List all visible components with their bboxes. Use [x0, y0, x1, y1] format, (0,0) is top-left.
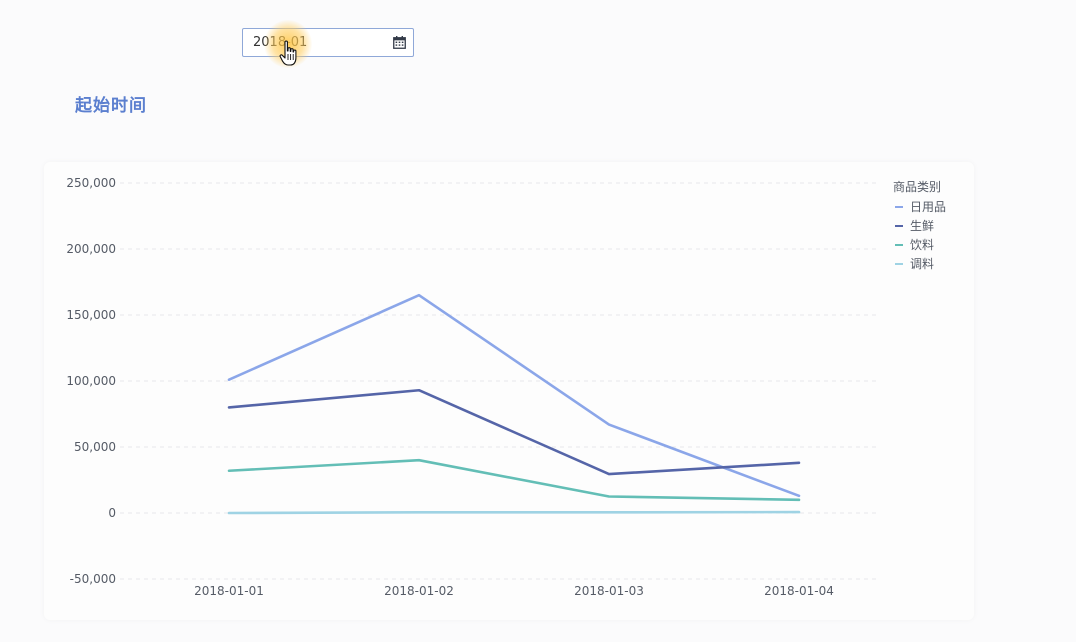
- series-line[interactable]: [227, 293, 801, 498]
- y-tick-label: 0: [108, 506, 116, 520]
- grid-layer: [120, 182, 880, 580]
- y-axis: 250,000 200,000 150,000 100,000 50,000 0 -50,0…: [66, 176, 116, 586]
- hand-cursor-icon: [279, 40, 297, 66]
- legend-item[interactable]: 日用品: [910, 200, 946, 214]
- x-tick-label: 2018-01-01: [194, 584, 264, 598]
- legend-item[interactable]: 调料: [910, 257, 934, 271]
- start-date-input[interactable]: 2018-01: [242, 28, 414, 57]
- y-tick-label: 150,000: [66, 308, 116, 322]
- series-line[interactable]: [227, 388, 801, 476]
- x-tick-label: 2018-01-03: [574, 584, 644, 598]
- x-axis: 2018-01-01 2018-01-02 2018-01-03 2018-01-04: [194, 584, 834, 598]
- y-tick-label: 50,000: [74, 440, 116, 454]
- calendar-icon[interactable]: [393, 36, 406, 49]
- section-title: 起始时间: [75, 96, 147, 116]
- y-tick-label: 250,000: [66, 176, 116, 190]
- legend-item[interactable]: 生鲜: [910, 219, 934, 233]
- series-line[interactable]: [227, 458, 801, 502]
- series-line[interactable]: [227, 510, 801, 515]
- legend-title: 商品类别: [893, 179, 941, 194]
- line-chart: 250,000 200,000 150,000 100,000 50,000 0 -50,0…: [66, 176, 946, 598]
- y-tick-label: -50,000: [70, 572, 116, 586]
- x-tick-label: 2018-01-02: [384, 584, 454, 598]
- chart-card: 250,000 200,000 150,000 100,000 50,000 0 -50,0…: [44, 162, 974, 620]
- x-tick-label: 2018-01-04: [764, 584, 834, 598]
- series-layer: [227, 293, 801, 515]
- y-tick-label: 200,000: [66, 242, 116, 256]
- legend-item[interactable]: 饮料: [910, 238, 934, 252]
- y-tick-label: 100,000: [66, 374, 116, 388]
